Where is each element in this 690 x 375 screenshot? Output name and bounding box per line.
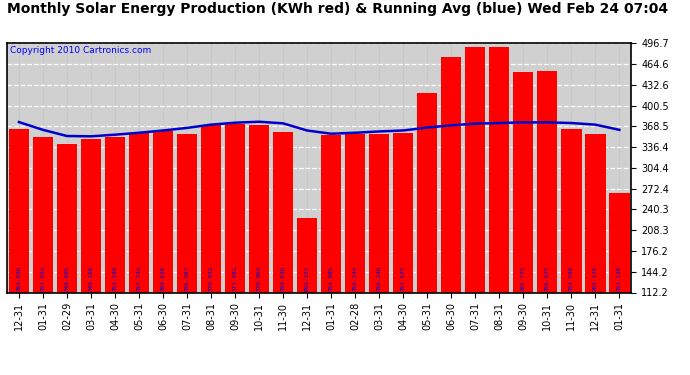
Bar <box>585 134 606 365</box>
Text: B59.372: B59.372 <box>304 266 310 291</box>
Bar <box>225 124 245 365</box>
Bar <box>177 134 197 365</box>
Text: 354.985: 354.985 <box>328 266 334 291</box>
Text: 364.836: 364.836 <box>17 266 21 291</box>
Bar <box>152 131 173 365</box>
Bar <box>321 135 342 365</box>
Text: 351.120: 351.120 <box>617 266 622 291</box>
Text: 357.875: 357.875 <box>401 266 406 291</box>
Bar <box>393 133 413 365</box>
Bar <box>609 194 629 365</box>
Text: 359.636: 359.636 <box>281 266 286 291</box>
Text: 356.067: 356.067 <box>184 266 190 291</box>
Text: 360.628: 360.628 <box>161 266 166 291</box>
Text: 351.654: 351.654 <box>41 266 46 291</box>
Text: 352.190: 352.190 <box>112 266 117 291</box>
Bar <box>513 72 533 365</box>
Bar <box>537 72 558 365</box>
Text: Copyright 2010 Cartronics.com: Copyright 2010 Cartronics.com <box>10 46 151 55</box>
Bar <box>105 137 125 365</box>
Text: 340.605: 340.605 <box>64 266 70 291</box>
Bar <box>57 144 77 365</box>
Text: 265.170: 265.170 <box>593 266 598 291</box>
Bar <box>297 219 317 365</box>
Bar <box>32 137 53 365</box>
Bar <box>273 132 293 365</box>
Text: 370.933: 370.933 <box>208 266 213 291</box>
Text: 371.481: 371.481 <box>233 266 237 291</box>
Bar <box>81 139 101 365</box>
Text: 365.775: 365.775 <box>521 266 526 291</box>
Text: 370.903: 370.903 <box>257 266 262 291</box>
Text: 356.146: 356.146 <box>377 266 382 291</box>
Bar <box>489 48 509 365</box>
Bar <box>561 129 582 365</box>
Bar <box>345 134 366 365</box>
Bar <box>9 129 29 365</box>
Bar <box>465 48 486 365</box>
Text: 356.144: 356.144 <box>353 266 357 291</box>
Text: 354.598: 354.598 <box>569 266 574 291</box>
Bar <box>201 125 221 365</box>
Bar <box>417 93 437 365</box>
Text: 356.075: 356.075 <box>545 266 550 291</box>
Text: 349.168: 349.168 <box>88 266 93 291</box>
Bar <box>369 134 389 365</box>
Bar <box>249 125 269 365</box>
Bar <box>129 133 149 365</box>
Text: 357.744: 357.744 <box>137 266 141 291</box>
Text: Monthly Solar Energy Production (KWh red) & Running Avg (blue) Wed Feb 24 07:04: Monthly Solar Energy Production (KWh red… <box>7 2 668 16</box>
Bar <box>441 57 462 365</box>
